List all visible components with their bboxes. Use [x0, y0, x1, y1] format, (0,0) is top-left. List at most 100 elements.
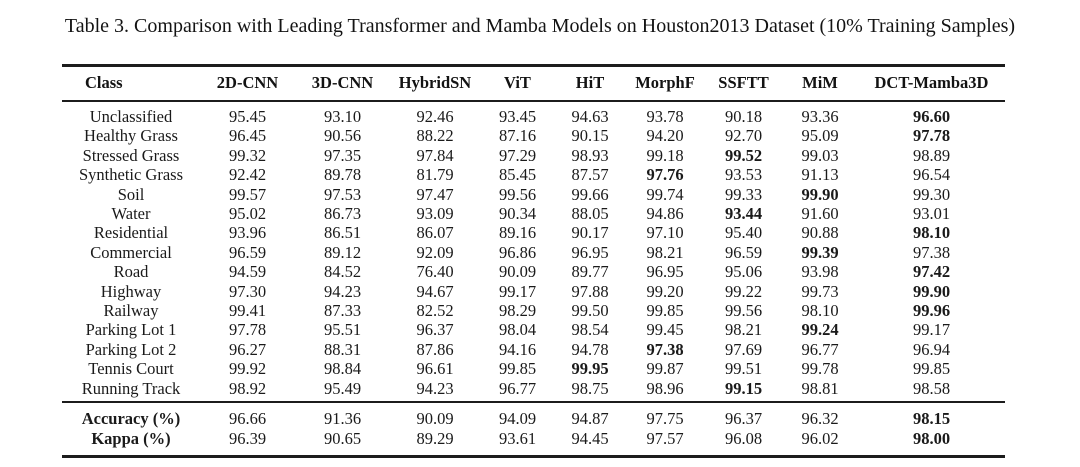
value-cell: 81.79 — [416, 165, 454, 185]
value-cell: 96.77 — [498, 378, 537, 398]
value-cell: 92.46 — [416, 107, 454, 126]
value-cell: 93.36 — [801, 107, 839, 126]
table-row: Commercial 96.59 89.12 92.09 96.86 96.95 98.21… — [62, 243, 1005, 262]
value-cell: 96.54 — [912, 165, 951, 185]
value-cell: 94.78 — [571, 339, 609, 359]
value-cell: 94.23 — [416, 378, 454, 398]
value-cell: 95.45 — [228, 107, 267, 126]
value-cell: 95.40 — [724, 223, 763, 243]
value-cell: 86.51 — [323, 223, 362, 243]
value-cell: 99.45 — [646, 320, 684, 340]
value-cell: 99.56 — [498, 184, 537, 204]
value-cell: 97.57 — [646, 429, 684, 449]
value-cell: 93.45 — [498, 107, 537, 126]
header-row: Class 2D-CNN 3D-CNN HybridSN ViT HiT MorphF SSF… — [62, 65, 1005, 102]
class-label: Tennis Court — [88, 359, 174, 379]
value-cell: 90.15 — [571, 126, 609, 146]
value-cell: 99.03 — [801, 145, 839, 165]
value-cell-best: 99.15 — [724, 378, 763, 398]
class-label: Synthetic Grass — [78, 165, 184, 185]
value-cell: 98.84 — [323, 359, 362, 379]
value-cell: 99.56 — [724, 301, 763, 321]
value-cell: 94.20 — [646, 126, 684, 146]
table-row: Parking Lot 1 97.78 95.51 96.37 98.04 98.54 99… — [62, 320, 1005, 339]
value-cell-best: 98.15 — [858, 401, 1005, 430]
value-cell-best: 97.38 — [646, 339, 684, 359]
value-cell: 98.04 — [498, 320, 537, 340]
class-label: Water — [111, 204, 151, 224]
value-cell: 96.02 — [801, 429, 839, 449]
column-header-model: SSFTT — [705, 65, 782, 102]
value-cell: 98.21 — [724, 320, 763, 340]
value-cell: 99.85 — [646, 301, 684, 321]
value-cell: 99.66 — [571, 184, 609, 204]
value-cell: 98.21 — [646, 242, 684, 262]
results-table: Class 2D-CNN 3D-CNN HybridSN ViT HiT MorphF SSF… — [62, 64, 1005, 459]
value-cell: 94.09 — [480, 401, 555, 430]
value-cell: 93.98 — [801, 262, 839, 282]
value-cell: 96.37 — [416, 320, 454, 340]
value-cell: 90.09 — [390, 401, 480, 430]
value-cell: 90.17 — [571, 223, 609, 243]
summary-label: Accuracy (%) — [62, 401, 200, 430]
value-cell: 90.65 — [323, 429, 362, 449]
value-cell: 94.86 — [646, 204, 684, 224]
value-cell: 98.10 — [801, 301, 839, 321]
class-label: Parking Lot 2 — [85, 339, 177, 359]
column-header-model: HiT — [555, 65, 625, 102]
column-header-model: HybridSN — [390, 65, 480, 102]
value-cell: 93.96 — [228, 223, 267, 243]
value-cell: 96.66 — [200, 401, 295, 430]
table-row: Highway 97.30 94.23 94.67 99.17 97.88 99.20 99.… — [62, 282, 1005, 301]
value-cell-best: 99.24 — [801, 320, 839, 340]
value-cell: 95.51 — [323, 320, 362, 340]
value-cell: 97.84 — [416, 145, 454, 165]
value-cell: 97.69 — [724, 339, 763, 359]
value-cell: 96.32 — [782, 401, 858, 430]
value-cell: 89.16 — [498, 223, 537, 243]
value-cell: 93.78 — [646, 107, 684, 126]
value-cell: 93.61 — [498, 429, 537, 449]
summary-label: Kappa (%) — [91, 429, 171, 449]
table-row: Tennis Court 99.92 98.84 96.61 99.85 99.95 99.… — [62, 359, 1005, 378]
class-label: Residential — [93, 223, 169, 243]
value-cell: 96.39 — [228, 429, 267, 449]
value-cell-best: 97.76 — [646, 165, 684, 185]
value-cell: 90.34 — [498, 204, 537, 224]
column-header-model: 2D-CNN — [200, 65, 295, 102]
value-cell: 91.60 — [801, 204, 839, 224]
value-cell: 96.27 — [228, 339, 267, 359]
value-cell: 99.85 — [498, 359, 537, 379]
value-cell-best: 99.95 — [571, 359, 609, 379]
table-body: Unclassified 95.45 93.10 92.46 93.45 94.63 93.… — [62, 101, 1005, 402]
table-summary: Accuracy (%) 96.66 91.36 90.09 94.09 94.87 97.… — [62, 401, 1005, 457]
column-header-model: MiM — [782, 65, 858, 102]
value-cell: 96.94 — [912, 339, 951, 359]
class-label: Healthy Grass — [84, 126, 178, 146]
class-label: Railway — [103, 301, 159, 321]
value-cell: 94.87 — [555, 401, 625, 430]
value-cell: 96.95 — [646, 262, 684, 282]
value-cell: 89.29 — [416, 429, 454, 449]
value-cell: 99.57 — [228, 184, 267, 204]
value-cell: 89.78 — [323, 165, 362, 185]
value-cell: 96.59 — [724, 242, 763, 262]
value-cell-best: 99.90 — [801, 184, 839, 204]
class-label: Unclassified — [89, 107, 173, 126]
class-label: Soil — [117, 184, 145, 204]
value-cell: 99.30 — [912, 184, 951, 204]
column-header-class: Class — [62, 65, 200, 102]
value-cell: 88.05 — [571, 204, 609, 224]
value-cell: 91.13 — [801, 165, 839, 185]
value-cell: 92.70 — [724, 126, 763, 146]
value-cell: 93.01 — [912, 204, 951, 224]
value-cell: 96.37 — [705, 401, 782, 430]
value-cell: 93.10 — [323, 107, 362, 126]
value-cell: 97.38 — [912, 242, 951, 262]
value-cell: 97.29 — [498, 145, 537, 165]
value-cell-best: 97.42 — [912, 262, 951, 282]
value-cell: 99.32 — [228, 145, 267, 165]
value-cell: 98.92 — [228, 378, 267, 398]
value-cell: 97.78 — [228, 320, 267, 340]
value-cell: 87.16 — [498, 126, 537, 146]
